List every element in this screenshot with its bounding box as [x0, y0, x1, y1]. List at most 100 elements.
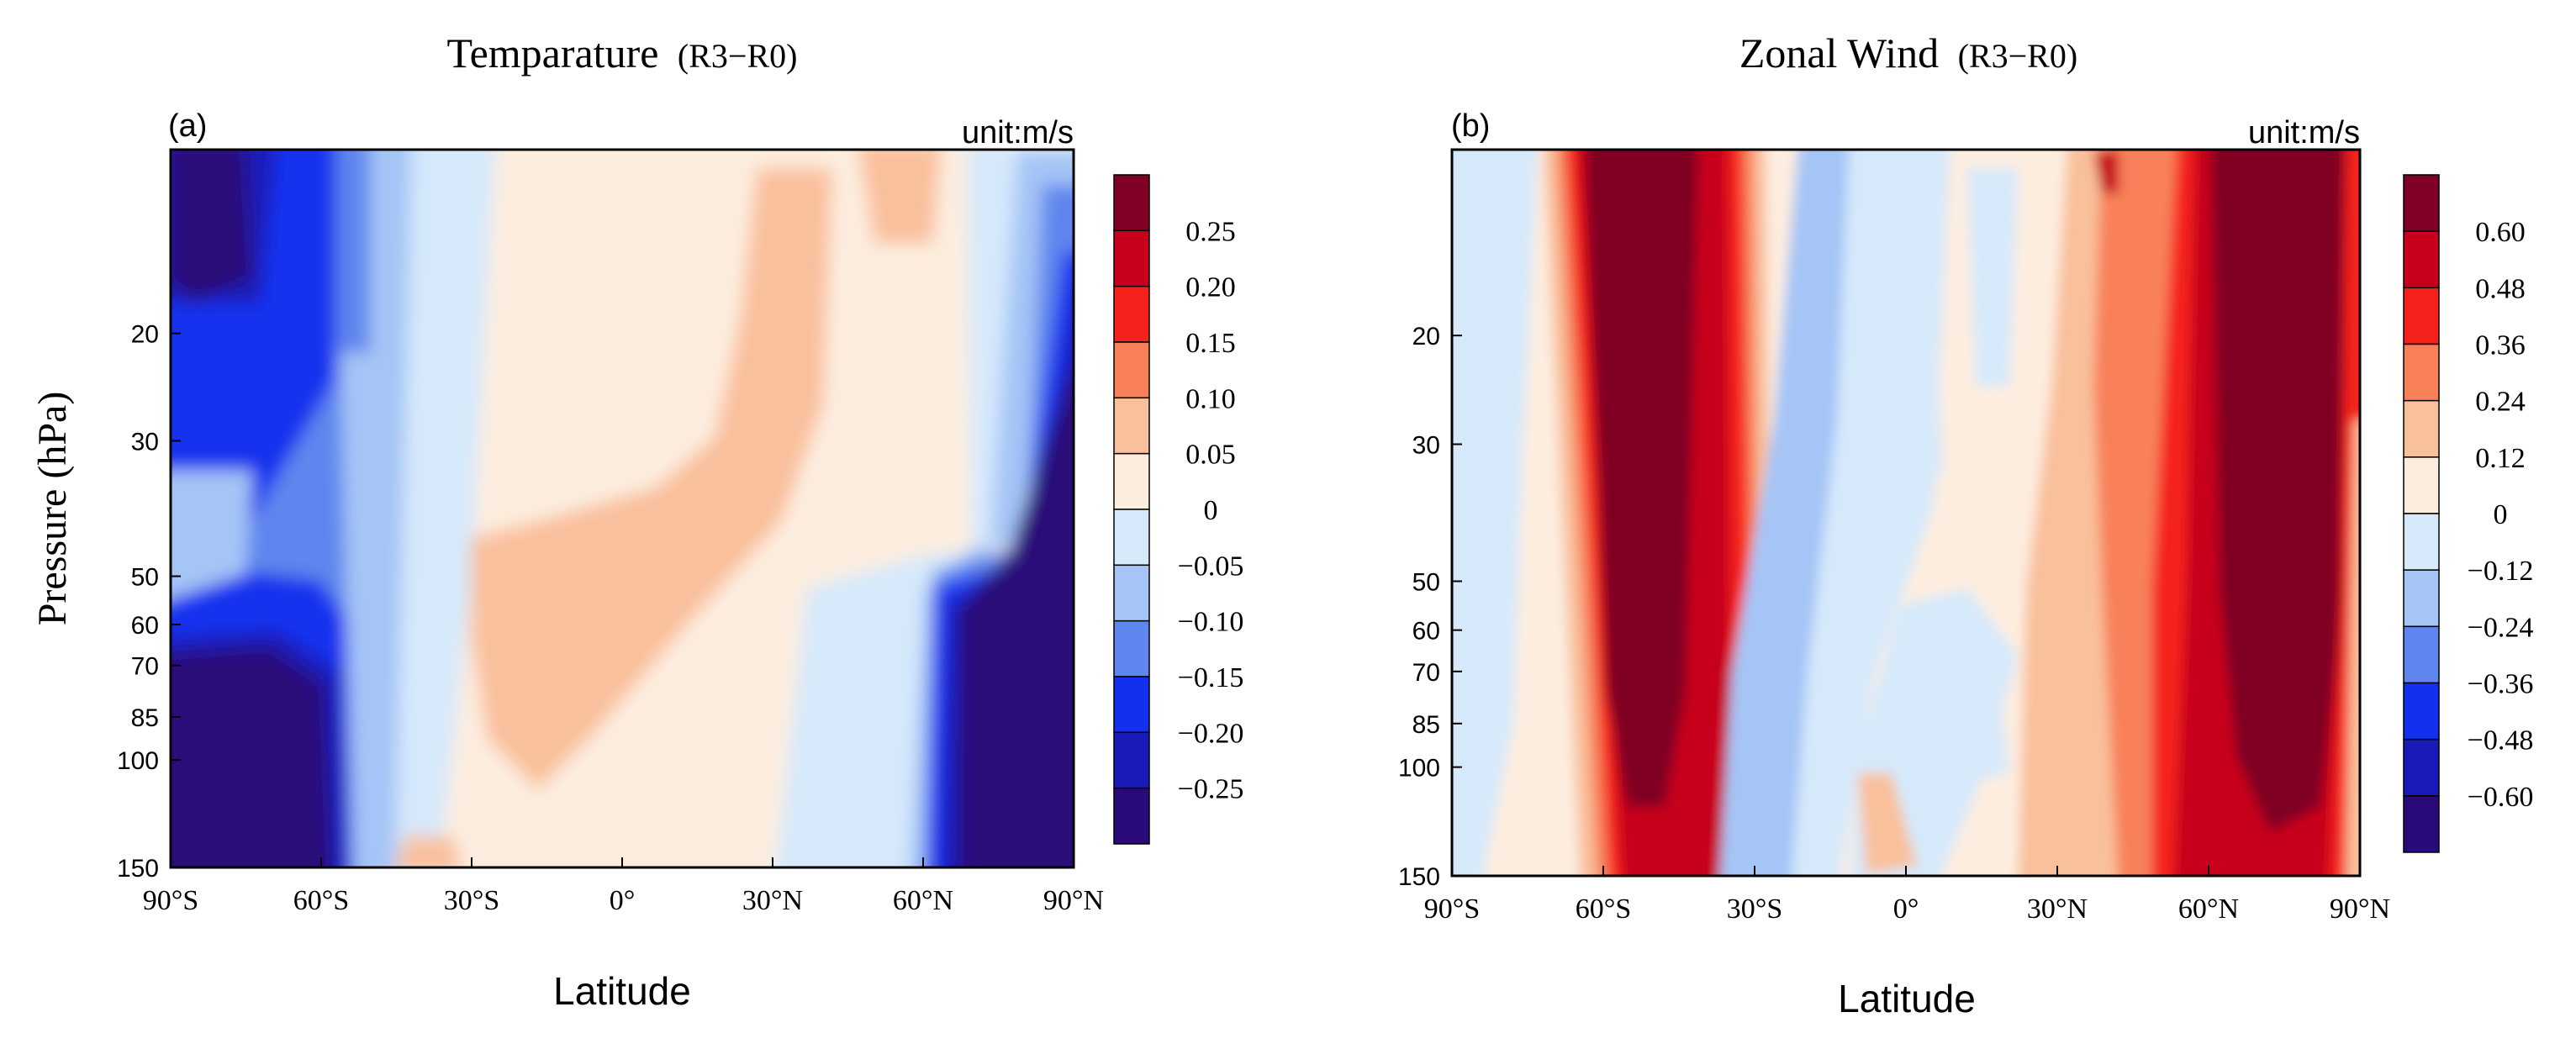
panel-a-y-tick-label: 85: [131, 704, 159, 732]
panel-b-y-tick-label: 50: [1412, 568, 1440, 596]
panel-a-x-tick-label: 60°N: [893, 885, 953, 916]
panel-a-colorbar-label: 0.25: [1185, 216, 1236, 247]
panel-b-y-tick-label: 20: [1412, 323, 1440, 351]
panel-b-title: Zonal Wind (R3−R0): [1739, 29, 2077, 76]
panel-a-x-tick-label: 90°S: [143, 885, 199, 916]
panel-a-unit: unit:m/s: [962, 115, 1074, 150]
panel-b-colorbar-box: [2403, 174, 2440, 232]
panel-a-colorbar-box: [1113, 619, 1150, 677]
panel-a: Temparature (R3−R0) (a) unit:m/s: [30, 29, 1243, 1013]
panel-b-axes: 90°S 60°S 30°S 0° 30°N 60°N 90°N 20 30 50 60 70 85 10…: [1398, 323, 2390, 925]
panel-a-field: [171, 150, 1074, 867]
panel-a-colorbar-box: [1113, 676, 1150, 734]
panel-a-colorbar-label: 0.15: [1185, 328, 1236, 359]
panel-b-colorbar-box: [2403, 343, 2440, 402]
panel-a-ylabel: Pressure (hPa): [30, 392, 75, 626]
panel-a-colorbar-boxes: [1113, 174, 1150, 845]
panel-b-colorbar-label: −0.36: [2468, 669, 2534, 700]
panel-b-colorbar-label: −0.60: [2468, 782, 2534, 813]
panel-b-y-tick-label: 30: [1412, 432, 1440, 460]
panel-b-colorbar-label: 0.12: [2475, 443, 2526, 474]
panel-a-colorbar-label: 0.05: [1185, 440, 1236, 471]
panel-a-x-tick-label: 30°S: [444, 885, 500, 916]
panel-b-colorbar-label: 0.24: [2475, 387, 2526, 418]
panel-b-colorbar-box: [2403, 682, 2440, 741]
panel-b-x-tick-label: 90°S: [1424, 893, 1481, 925]
panel-a-colorbar-box: [1113, 452, 1150, 510]
panel-a-colorbar-label: 0.20: [1185, 272, 1236, 303]
panel-a-colorbar-label: −0.05: [1178, 551, 1244, 582]
panel-a-y-tick-label: 100: [117, 747, 159, 775]
panel-a-title-suffix: (R3−R0): [678, 37, 798, 75]
panel-a-x-tick-label: 60°S: [293, 885, 350, 916]
panel-a-colorbar-box: [1113, 787, 1150, 845]
panel-a-colorbar-label: −0.15: [1178, 662, 1244, 693]
panel-b-title-main: Zonal Wind: [1739, 29, 1939, 76]
panel-b-colorbar-box: [2403, 287, 2440, 345]
panel-a-x-tick-label: 0°: [610, 885, 636, 916]
panel-b-y-tick-label: 70: [1412, 659, 1440, 687]
panel-a-y-tick-label: 70: [131, 653, 159, 681]
panel-b-y-tick-label: 85: [1412, 711, 1440, 739]
panel-a-y-tick-label: 50: [131, 564, 159, 592]
panel-b-colorbar-label: −0.24: [2468, 612, 2534, 643]
panel-b-x-tick-label: 60°N: [2178, 893, 2239, 925]
panel-b-y-tick-label: 100: [1398, 755, 1440, 783]
panel-b-colorbar-labels: 0.60 0.48 0.36 0.24 0.12 0 −0.12 −0.24 −0.36 −0.4…: [2468, 217, 2534, 813]
panel-a-colorbar-box: [1113, 341, 1150, 399]
panel-b-colorbar-box: [2403, 795, 2440, 853]
panel-a-label: (a): [168, 108, 207, 144]
panel-b-title-suffix: (R3−R0): [1958, 37, 2078, 75]
panel-b-unit: unit:m/s: [2248, 115, 2360, 150]
panel-a-colorbar-labels: 0.25 0.20 0.15 0.10 0.05 0 −0.05 −0.10 −0.15 −0.2…: [1178, 216, 1244, 804]
panel-b-colorbar-box: [2403, 513, 2440, 571]
panel-b-x-tick-label: 60°S: [1576, 893, 1632, 925]
panel-b-colorbar-label: 0.60: [2475, 217, 2526, 248]
panel-a-title: Temparature (R3−R0): [447, 29, 798, 76]
panel-b-x-tick-label: 0°: [1893, 893, 1919, 925]
panel-b-x-tick-label: 30°N: [2027, 893, 2088, 925]
panel-b-y-tick-label: 60: [1412, 618, 1440, 646]
panel-a-colorbar-box: [1113, 564, 1150, 622]
panel-a-colorbar-label: 0.10: [1185, 383, 1236, 414]
panel-a-xlabel: Latitude: [553, 969, 691, 1013]
panel-b: Zonal Wind (R3−R0) (b) unit:m/s: [1398, 29, 2533, 1020]
panel-b-label: (b): [1451, 108, 1490, 144]
panel-a-colorbar-label: −0.25: [1178, 774, 1244, 805]
panel-a-title-main: Temparature: [447, 29, 659, 76]
panel-b-x-tick-label: 90°N: [2330, 893, 2390, 925]
panel-a-y-tick-label: 30: [131, 428, 159, 456]
panel-b-xlabel: Latitude: [1838, 977, 1976, 1020]
panel-a-x-tick-label: 90°N: [1043, 885, 1104, 916]
panel-a-colorbar-box: [1113, 174, 1150, 232]
panel-b-colorbar-label: −0.12: [2468, 556, 2534, 587]
panel-a-y-tick-label: 150: [117, 855, 159, 883]
panel-b-colorbar-box: [2403, 625, 2440, 684]
panel-a-colorbar-box: [1113, 285, 1150, 343]
panel-b-colorbar-box: [2403, 738, 2440, 797]
panel-a-colorbar-label: 0: [1204, 495, 1218, 526]
panel-b-colorbar-label: 0.36: [2475, 330, 2526, 361]
panel-a-y-tick-label: 60: [131, 612, 159, 640]
panel-b-field: [1452, 150, 2360, 876]
panel-a-colorbar-box: [1113, 229, 1150, 287]
panel-a-colorbar-label: −0.20: [1178, 718, 1244, 749]
panel-a-colorbar-label: −0.10: [1178, 607, 1244, 638]
panel-b-colorbar-box: [2403, 456, 2440, 514]
panel-a-colorbar: 0.25 0.20 0.15 0.10 0.05 0 −0.05 −0.10 −0.15 −0.2…: [1113, 174, 1244, 845]
panel-b-colorbar-label: 0: [2494, 499, 2508, 530]
panel-a-colorbar-box: [1113, 731, 1150, 789]
panel-b-colorbar-box: [2403, 399, 2440, 458]
panel-a-x-tick-label: 30°N: [742, 885, 803, 916]
panel-b-colorbar: 0.60 0.48 0.36 0.24 0.12 0 −0.12 −0.24 −0.36 −0.4…: [2403, 174, 2534, 853]
panel-a-axes: 90°S 60°S 30°S 0° 30°N 60°N 90°N 20 30 50 60 70 85 10…: [117, 321, 1104, 916]
panel-a-y-tick-label: 20: [131, 321, 159, 349]
panel-a-colorbar-box: [1113, 509, 1150, 567]
panel-b-colorbar-boxes: [2403, 174, 2440, 853]
panel-b-x-tick-label: 30°S: [1727, 893, 1783, 925]
panel-b-y-tick-label: 150: [1398, 863, 1440, 891]
panel-b-colorbar-box: [2403, 230, 2440, 289]
panel-b-colorbar-box: [2403, 569, 2440, 628]
panel-a-colorbar-box: [1113, 397, 1150, 455]
